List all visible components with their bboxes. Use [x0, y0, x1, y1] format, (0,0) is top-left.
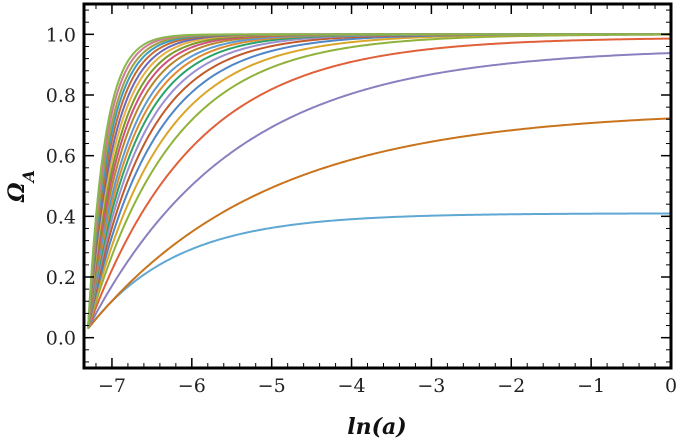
- series-line-11: [87, 33, 671, 329]
- series-line-8: [87, 33, 671, 329]
- y-tick-label: 0.2: [46, 267, 76, 289]
- y-tick-label: 0.6: [46, 146, 76, 168]
- x-axis-title: ln(a): [347, 414, 406, 440]
- series-line-2: [87, 117, 672, 330]
- tick-labels: −7 −6 −5 −4 −3 −2 −1 0 0.0 0.2 0.4 0.6 0.8 1.0: [46, 24, 677, 397]
- series-line-3: [87, 52, 672, 330]
- series-line-17: [86, 33, 671, 329]
- series-line-12: [86, 33, 671, 329]
- series-line-9: [87, 33, 671, 329]
- series-line-6: [87, 33, 671, 329]
- y-axis-title: ΩA: [4, 170, 38, 203]
- series-line-13: [86, 33, 671, 329]
- plot-frame: [82, 2, 673, 370]
- y-tick-label: 0.8: [46, 85, 76, 107]
- series-line-14: [86, 33, 671, 329]
- series-line-20: [86, 33, 671, 329]
- x-tick-label: −2: [497, 375, 525, 397]
- x-tick-label: −5: [258, 375, 286, 397]
- series-line-4: [87, 37, 672, 329]
- series-line-1: [87, 212, 672, 330]
- x-tick-label: 0: [665, 375, 677, 397]
- y-tick-label: 0.0: [46, 328, 76, 350]
- series-line-7: [87, 33, 671, 329]
- y-tick-label: 0.4: [46, 206, 76, 228]
- series-line-22: [86, 33, 671, 329]
- series-line-21: [86, 33, 671, 329]
- x-tick-label: −6: [178, 375, 206, 397]
- series-line-15: [86, 33, 671, 329]
- series-line-19: [86, 33, 671, 329]
- series-line-18: [86, 33, 671, 329]
- series-line-16: [86, 33, 671, 329]
- series-line-10: [87, 33, 671, 329]
- x-tick-label: −1: [577, 375, 605, 397]
- x-tick-label: −4: [338, 375, 366, 397]
- series-layer: [86, 33, 672, 330]
- y-tick-label: 1.0: [46, 24, 76, 46]
- x-tick-label: −7: [98, 375, 126, 397]
- x-tick-label: −3: [417, 375, 445, 397]
